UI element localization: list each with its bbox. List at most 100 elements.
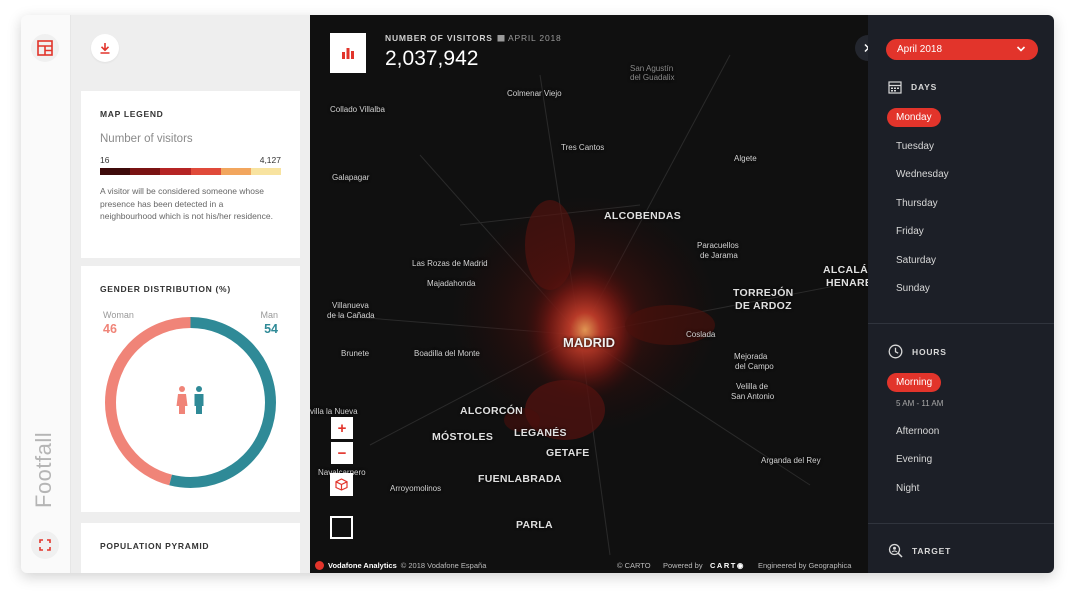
place-label: Algete <box>734 154 757 163</box>
place-label: Velilla de <box>736 382 769 391</box>
place-label: Navalcarnero <box>318 468 366 477</box>
place-label: Majadahonda <box>427 279 476 288</box>
place-label: TORREJÓN <box>733 287 794 299</box>
place-label: Villanueva <box>332 301 369 310</box>
place-label: del Guadalix <box>630 73 675 82</box>
left-rail: Footfall <box>21 15 71 573</box>
zoom-out-button[interactable]: − <box>331 442 353 464</box>
hours-title: HOURS <box>912 346 947 357</box>
days-section-header: DAYS <box>888 80 937 94</box>
place-label: Mejorada <box>734 352 768 361</box>
calendar-icon <box>888 81 902 94</box>
section-divider <box>868 523 1054 524</box>
chevron-down-icon <box>1016 46 1026 52</box>
cube-icon <box>335 478 348 491</box>
hour-option-night[interactable]: Night <box>896 483 920 494</box>
basemap-toggle-button[interactable] <box>330 516 353 539</box>
legend-color-step <box>250 168 282 175</box>
place-label: Boadilla del Monte <box>414 349 480 358</box>
clock-icon <box>888 344 903 359</box>
3d-view-button[interactable] <box>330 473 353 496</box>
dashboard-button[interactable] <box>31 34 59 62</box>
dashboard-icon <box>37 40 53 56</box>
place-label: Colmenar Viejo <box>507 89 562 98</box>
legend-subtitle: Number of visitors <box>100 133 193 145</box>
legend-color-step <box>130 168 161 175</box>
hour-option-evening[interactable]: Evening <box>896 454 933 465</box>
hour-option-morning[interactable]: Morning <box>887 373 942 392</box>
footer-powered: Powered by <box>663 561 703 570</box>
download-button[interactable] <box>91 34 119 62</box>
place-label: FUENLABRADA <box>478 473 562 485</box>
place-label: DE ARDOZ <box>735 300 792 312</box>
month-select-value: April 2018 <box>897 44 943 55</box>
legend-color-ramp <box>100 168 282 175</box>
place-label: MÓSTOLES <box>432 431 494 443</box>
section-divider <box>868 323 1054 324</box>
place-label: de la Cañada <box>327 311 375 320</box>
legend-note: A visitor will be considered someone who… <box>100 186 273 221</box>
app-title: Footfall <box>31 431 56 508</box>
place-label: San Agustín <box>630 64 674 73</box>
gender-distribution-card: GENDER DISTRIBUTION (%) Woman 46 Man 54 <box>81 266 300 512</box>
map-canvas <box>329 54 841 556</box>
place-label: San Antonio <box>731 392 775 401</box>
legend-color-step <box>160 168 191 175</box>
day-option-monday[interactable]: Monday <box>887 108 941 127</box>
place-label: Galapagar <box>332 173 370 182</box>
app-window: Footfall MAP LEGEND Number of visitors 1… <box>21 15 1054 573</box>
target-section-header[interactable]: TARGET <box>888 543 951 558</box>
pyramid-title: POPULATION PYRAMID <box>100 541 210 551</box>
legend-scale: 16 4,127 <box>100 155 281 165</box>
woman-value: 46 <box>103 322 117 336</box>
people-icon <box>176 386 204 414</box>
place-label: Paracuellos <box>697 241 739 250</box>
place-label: de Jarama <box>700 251 738 260</box>
collapse-sidebar-button[interactable] <box>855 35 868 61</box>
day-option-sunday[interactable]: Sunday <box>896 283 930 294</box>
place-label: PARLA <box>516 519 553 531</box>
footer-copyright: © 2018 Vodafone España <box>400 561 487 570</box>
fullscreen-button[interactable] <box>31 531 59 559</box>
place-label: Las Rozas de Madrid <box>412 259 488 268</box>
day-option-tuesday[interactable]: Tuesday <box>896 141 934 152</box>
legend-color-step <box>220 168 251 175</box>
donut-woman-segment <box>105 317 276 488</box>
map-attribution: Vodafone Analytics © 2018 Vodafone Españ… <box>310 558 868 573</box>
place-label: Coslada <box>686 330 716 339</box>
visitors-date: APRIL 2018 <box>497 33 562 43</box>
panels-column: MAP LEGEND Number of visitors 16 4,127 A… <box>71 15 310 573</box>
hours-section-header: HOURS <box>888 344 947 359</box>
month-select[interactable]: April 2018 <box>886 39 1038 60</box>
zoom-in-button[interactable]: + <box>331 417 353 439</box>
place-label: Tres Cantos <box>561 143 605 152</box>
legend-min: 16 <box>100 155 110 165</box>
footer-carto-logo[interactable]: CART◉ <box>710 561 745 570</box>
heat-map[interactable]: NUMBER OF VISITORS APRIL 2018 2,037,942 … <box>310 15 868 573</box>
place-label: Brunete <box>341 349 370 358</box>
vodafone-logo-icon <box>315 561 324 570</box>
place-label: del Campo <box>735 362 774 371</box>
gender-title: GENDER DISTRIBUTION (%) <box>100 284 231 294</box>
hour-option-afternoon[interactable]: Afternoon <box>896 426 940 437</box>
footer-brand: Vodafone Analytics © 2018 Vodafone Españ… <box>315 561 486 570</box>
place-label: ALCALÁ D <box>823 264 868 276</box>
day-option-friday[interactable]: Friday <box>896 226 924 237</box>
day-option-thursday[interactable]: Thursday <box>896 198 938 209</box>
legend-max: 4,127 <box>259 155 281 165</box>
footer-carto[interactable]: © CARTO <box>617 561 651 570</box>
legend-color-step <box>100 168 131 175</box>
day-option-saturday[interactable]: Saturday <box>896 255 937 266</box>
hour-option-morning-range: 5 AM - 11 AM <box>896 399 944 408</box>
map-legend-card: MAP LEGEND Number of visitors 16 4,127 A… <box>81 91 300 258</box>
footer-engineered[interactable]: Engineered by Geographica <box>758 561 852 570</box>
footer-brand-name: Vodafone Analytics <box>328 561 397 570</box>
man-value: 54 <box>264 322 278 336</box>
days-title: DAYS <box>911 82 938 92</box>
place-label: Arganda del Rey <box>761 456 821 465</box>
legend-title: MAP LEGEND <box>100 109 164 119</box>
woman-label: Woman <box>103 310 134 320</box>
day-option-wednesday[interactable]: Wednesday <box>896 169 949 180</box>
bar-chart-icon <box>342 48 354 59</box>
visitors-stat-icon <box>330 33 366 73</box>
